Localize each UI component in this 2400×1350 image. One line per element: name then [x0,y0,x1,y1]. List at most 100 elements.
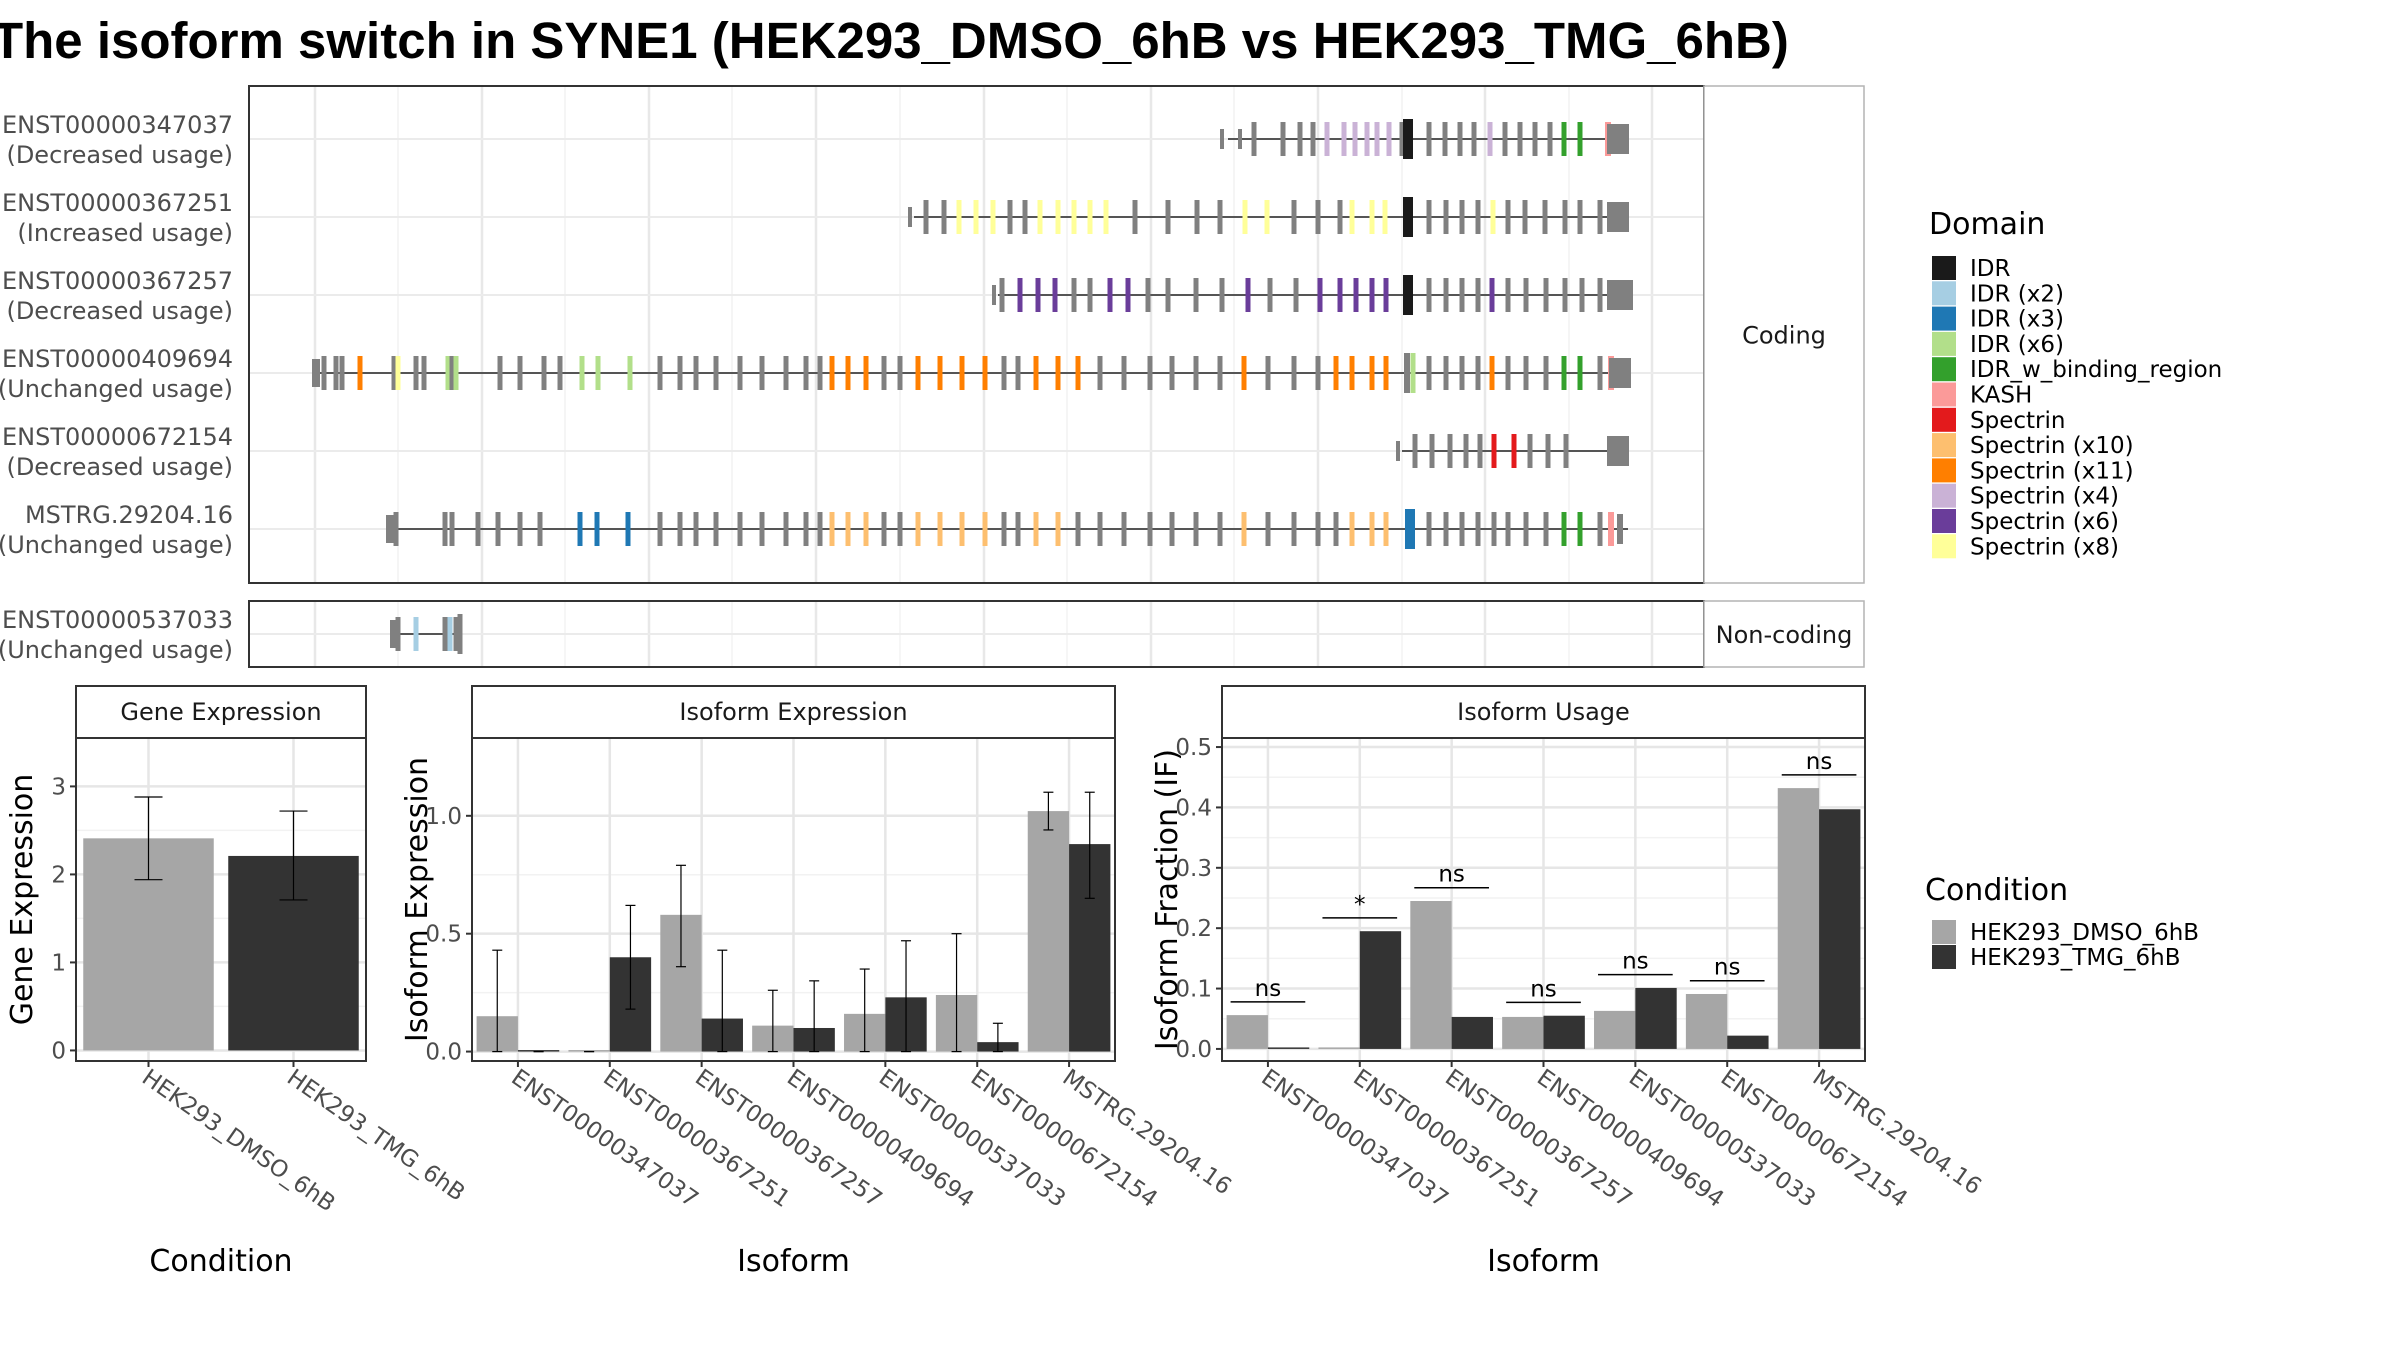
exon [737,512,743,546]
exon [677,512,683,546]
exon [1121,356,1127,390]
exon [537,512,543,546]
exon [1523,512,1529,546]
exon [517,512,523,546]
exon [475,512,481,546]
exon [1291,512,1297,546]
exon [1121,512,1127,546]
exon [829,356,835,390]
exon [817,512,823,546]
bar [1727,1035,1769,1049]
exon [1410,353,1416,393]
exon [395,617,401,651]
exon [421,356,427,390]
exon [495,512,501,546]
exon [1532,122,1538,156]
transcript-id: ENST00000537033 [2,606,233,634]
exon [1097,512,1103,546]
exon [1219,278,1225,312]
exon [1511,434,1517,468]
exon [677,356,683,390]
transcript-usage: (Decreased usage) [6,297,233,325]
exon [783,512,789,546]
exon [333,356,339,390]
exon [1217,512,1223,546]
exon [1561,122,1567,156]
domain-legend-key [1932,331,1956,356]
exon [449,356,455,390]
exon [1426,122,1432,156]
exon [1412,434,1418,468]
exon [1459,200,1465,234]
exon [959,512,965,546]
exon [1145,278,1151,312]
bar [1027,811,1070,1052]
exon [1545,434,1551,468]
panel-strip [1221,685,1866,739]
exon [908,207,912,227]
exon [1241,356,1247,390]
exon [1491,434,1497,468]
x-axis-title: Isoform [737,1244,850,1279]
exon [1315,356,1321,390]
exon [863,512,869,546]
exon [445,356,451,390]
exon [1055,200,1061,234]
exon [1426,200,1432,234]
exon [1017,278,1023,312]
exon [453,617,459,651]
exon [1562,200,1568,234]
exon [941,200,947,234]
exon [1608,512,1614,546]
exon [923,200,929,234]
panel-strip [471,685,1116,739]
exon [1103,200,1109,234]
exon [897,512,903,546]
exon [1505,278,1511,312]
exon [759,356,765,390]
exon [1505,200,1511,234]
exon [1147,512,1153,546]
exon [1607,202,1629,232]
condition-legend-title: Condition [1925,873,2068,908]
domain-legend-label: Spectrin (x4) [1970,484,2119,510]
exon [1607,124,1629,154]
transcript-usage: (Unchanged usage) [0,531,233,559]
significance-label: ns [1714,955,1741,981]
exon [1291,356,1297,390]
exon [1374,122,1380,156]
exon [1015,512,1021,546]
x-axis-title: Isoform [1487,1244,1600,1279]
transcript-structure-panel: CodingNon-codingENST00000347037(Decrease… [0,85,1865,668]
exon [1193,356,1199,390]
exon [442,512,448,546]
exon [1561,356,1567,390]
y-axis-title: Isoform Fraction (IF) [1150,749,1185,1050]
exon [386,515,394,543]
domain-legend-label: Spectrin (x8) [1970,534,2119,560]
exon [1267,278,1273,312]
exon [1097,356,1103,390]
transcript-id: ENST00000672154 [2,423,233,451]
exon [357,356,363,390]
exon [1489,356,1495,390]
y-tick-label: 0.2 [1175,916,1212,942]
domain-legend-key [1932,382,1956,407]
exon [973,200,979,234]
exon [1165,278,1171,312]
exon [897,356,903,390]
exon [881,512,887,546]
exon [449,512,455,546]
exon [541,356,547,390]
exon [1383,356,1389,390]
bar [1267,1047,1310,1049]
exon [982,356,988,390]
exon [1562,278,1568,312]
exon [1242,200,1248,234]
exon [1033,512,1039,546]
chart-2: ns * ns ns ns ns ns Isoform Usage 0.0 0.1 0.2 0.3 0.… [1150,685,1986,1279]
domain-legend-key [1932,534,1956,559]
y-tick-label: 2 [51,862,66,888]
exon [1502,122,1508,156]
panel-title: Gene Expression [120,698,321,726]
